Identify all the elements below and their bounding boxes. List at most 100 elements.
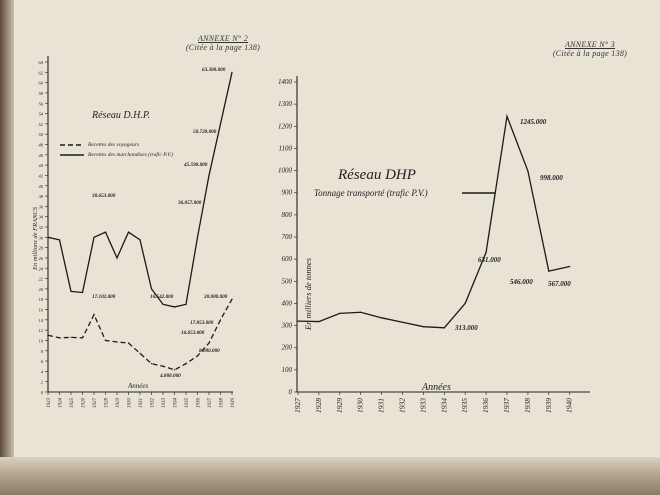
y-tick-label: 46	[39, 153, 44, 158]
x-tick-label: 1928	[105, 398, 110, 409]
data-label: 313.000	[454, 324, 478, 332]
data-label: 16.053.000	[181, 330, 205, 336]
y-tick-label: 56	[39, 101, 44, 106]
annexe-right-label: ANNEXE N° 3 (Citée à la page 138)	[535, 40, 645, 58]
data-label: 631.000	[478, 256, 501, 264]
x-tick-label: 1928	[314, 398, 323, 413]
legend-label-1: Recettes des voyageurs	[87, 142, 139, 148]
x-tick-label: 1934	[439, 398, 448, 413]
y-tick-label: 58	[39, 91, 44, 96]
data-point	[208, 342, 210, 344]
y-tick-label: 42	[39, 173, 44, 178]
series-line-1	[47, 298, 233, 371]
x-tick-label: 1930	[128, 398, 133, 409]
x-tick-label: 1933	[162, 398, 167, 409]
y-tick-label: 1000	[278, 167, 293, 175]
y-tick-label: 26	[39, 256, 44, 261]
data-point	[231, 71, 233, 73]
data-point	[150, 363, 153, 365]
data-point	[93, 236, 95, 238]
data-label: 50.720.000	[193, 129, 217, 135]
x-tick-label: 1925	[70, 398, 75, 409]
x-tick-label: 1936	[481, 398, 490, 413]
y-tick-label: 500	[282, 277, 293, 285]
legend-label-2: Recettes des marchandises (trafic P.V.)	[87, 151, 173, 158]
data-point	[58, 239, 61, 241]
y-tick-label: 64	[39, 60, 44, 65]
x-tick-label: 1938	[220, 398, 225, 409]
y-tick-label: 52	[39, 122, 44, 127]
data-point	[219, 123, 222, 125]
data-point	[231, 298, 233, 300]
chart-title: Réseau D.H.P.	[91, 110, 150, 121]
data-point	[485, 251, 487, 253]
data-point	[401, 321, 404, 323]
data-label: 63.300.000	[202, 67, 226, 73]
data-point	[196, 236, 199, 238]
data-point	[173, 369, 176, 371]
y-tick-label: 36	[39, 204, 44, 209]
data-label: 1245.000	[520, 118, 547, 126]
x-tick-label: 1924	[59, 398, 64, 409]
annexe-left-label: ANNEXE N° 2 (Citée à la page 138)	[168, 34, 278, 52]
x-tick-label: 1935	[185, 398, 190, 409]
annexe-right-title: ANNEXE N° 3	[564, 40, 616, 49]
data-label: 20.000.000	[203, 294, 228, 300]
y-tick-label: 50	[39, 132, 44, 137]
x-tick-label: 1923	[47, 398, 52, 409]
x-tick-label: 1932	[398, 398, 407, 413]
data-label: 8.080.000	[199, 348, 220, 354]
x-tick-label: 1940	[565, 398, 574, 413]
y-tick-label: 38	[39, 194, 44, 199]
y-tick-label: 28	[39, 246, 44, 251]
y-tick-label: 54	[39, 112, 44, 117]
y-axis-label: En millions de FRANCS	[32, 206, 39, 271]
y-tick-label: 18	[39, 297, 44, 302]
y-tick-label: 4	[41, 369, 44, 374]
y-tick-label: 32	[39, 225, 44, 230]
data-point	[173, 306, 176, 308]
data-point	[150, 288, 153, 290]
x-tick-label: 1931	[377, 398, 386, 413]
data-point	[139, 352, 141, 354]
x-tick-label: 1931	[139, 398, 144, 408]
y-tick-label: 100	[282, 366, 293, 374]
data-label: 4.888.000	[159, 373, 181, 379]
y-tick-label: 1300	[278, 100, 293, 108]
annexe-left-subtitle: (Citée à la page 138)	[185, 43, 261, 52]
data-point	[318, 320, 320, 323]
y-tick-label: 16	[39, 308, 44, 313]
data-label: 30.653.000	[91, 193, 116, 199]
data-point	[47, 236, 49, 238]
data-point	[219, 319, 222, 321]
data-point	[506, 115, 508, 117]
y-tick-label: 30	[39, 235, 44, 240]
legend-label-1: Tonnage transporté (trafic P.V.)	[314, 188, 428, 198]
data-label: 567.000	[548, 280, 571, 288]
y-tick-label: 22	[39, 277, 44, 282]
y-tick-label: 60	[39, 81, 44, 86]
data-point	[196, 355, 199, 357]
x-tick-label: 1933	[418, 398, 427, 413]
series-line-1	[297, 113, 570, 329]
y-tick-label: 200	[282, 344, 293, 352]
annexe-right-subtitle: (Citée à la page 138)	[552, 49, 628, 58]
y-tick-label: 20	[39, 287, 44, 292]
x-tick-label: 1926	[82, 398, 87, 409]
y-tick-label: 1200	[278, 122, 293, 130]
data-point	[208, 174, 210, 177]
data-point	[297, 320, 299, 322]
y-tick-label: 12	[39, 328, 44, 333]
data-point	[104, 339, 107, 342]
y-tick-label: 900	[282, 189, 293, 197]
data-point	[548, 270, 550, 272]
y-tick-label: 800	[282, 211, 293, 219]
data-point	[47, 334, 49, 336]
x-tick-label: 1939	[231, 398, 236, 409]
data-point	[70, 290, 72, 293]
y-tick-label: 0	[289, 388, 293, 396]
data-point	[443, 327, 445, 329]
x-tick-label: 1930	[356, 398, 365, 413]
data-point	[381, 317, 383, 319]
y-tick-label: 40	[39, 184, 44, 189]
